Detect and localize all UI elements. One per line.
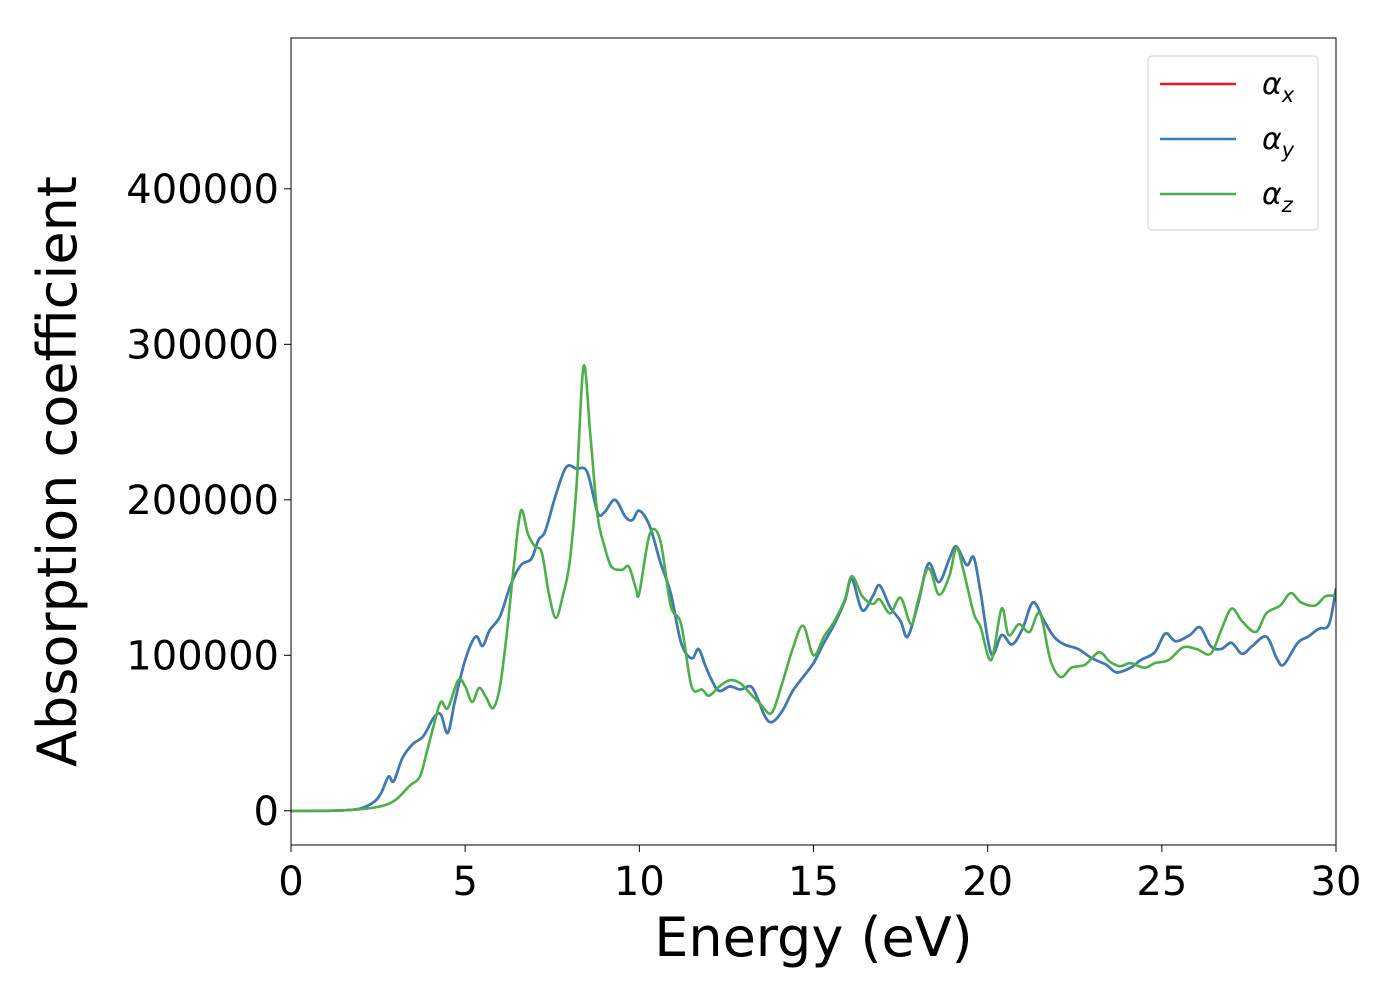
- legend-label-z: αz: [1262, 177, 1294, 217]
- x-tick-label: 30: [1311, 859, 1362, 905]
- x-axis-ticks: 0 5 10 15 20 25 30: [278, 845, 1361, 905]
- series-line-z: [291, 364, 1336, 813]
- legend-label-x: αx: [1262, 67, 1295, 107]
- x-axis-title: Energy (eV): [654, 906, 973, 969]
- series-layer: [291, 364, 1336, 813]
- x-tick-label: 20: [962, 859, 1013, 905]
- x-tick-label: 0: [278, 859, 303, 905]
- legend-box: [1147, 55, 1319, 231]
- series-line-y: [291, 464, 1336, 813]
- y-tick-label: 400000: [126, 167, 279, 213]
- x-tick-label: 25: [1136, 859, 1187, 905]
- x-tick-label: 10: [614, 859, 665, 905]
- y-axis-title: Absorption coefficient: [26, 176, 89, 767]
- legend: αx αy αz: [1147, 55, 1319, 231]
- y-tick-label: 200000: [126, 478, 279, 524]
- y-tick-label: 300000: [126, 322, 279, 368]
- y-axis-ticks: 0 100000 200000 300000 400000: [126, 167, 291, 835]
- legend-label-y: αy: [1262, 122, 1295, 162]
- x-tick-label: 5: [452, 859, 477, 905]
- y-tick-label: 0: [254, 789, 279, 835]
- x-tick-label: 15: [788, 859, 839, 905]
- series-line-x: [291, 464, 1336, 813]
- y-tick-label: 100000: [126, 633, 279, 679]
